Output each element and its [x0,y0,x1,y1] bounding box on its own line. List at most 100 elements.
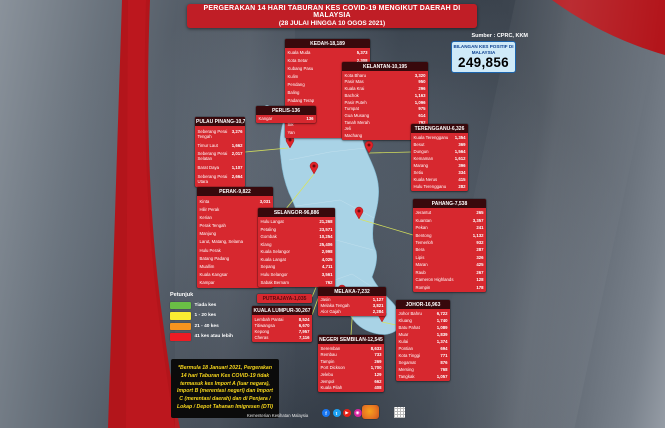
district-row: Kepong 7,957 [254,329,310,335]
district-rows: Seberang Perai Tengah 3,276 Timur Laut 1,66… [195,126,245,187]
district-row: Batu Pahat 1,089 [398,324,448,330]
state-box-header: TERENGGANU-6,326 [411,124,468,133]
district-row: Seberang Perai Utara 2,664 [197,173,243,185]
state-box-header: KEDAH-18,189 [285,39,370,48]
district-row: Muar 1,839 [398,331,448,337]
district-row: Pekan 241 [415,225,484,231]
state-box-header: PERLIS-136 [256,106,316,115]
district-rows: Jasin 1,127 Melaka Tengah 3,821 Alor Gajah 2,… [318,296,386,316]
title-bar: PERGERAKAN 14 HARI TABURAN KES COVID-19 … [187,4,477,28]
district-row: Rembau 733 [320,352,382,358]
legend-items: Tiada kes 1 - 20 kes 21 - 40 kes 41 kes ata… [170,301,255,341]
district-rows: Kangar 136 [256,115,316,123]
district-rows: Seremban 8,633 Rembau 733 Tampin 269 Port Dick… [318,344,384,392]
district-row: Alor Gajah 2,284 [320,309,384,315]
ministry-label: Kementerian Kesihatan Malaysia [247,413,309,418]
state-box-perlis: PERLIS-136 Kangar 136 [256,106,316,123]
district-row: Cameron Highlands 128 [415,277,484,283]
district-row: Hulu Selangor 3,561 [260,272,333,278]
district-row: Seremban 8,633 [320,345,382,351]
state-box-pahang: PAHANG-7,538 Jerantut 265 Kuantan 3,357 Pekan… [413,199,486,292]
social-icons: f t ▶ ◉ [322,409,362,417]
state-box-header: MELAKA-7,232 [318,287,386,296]
district-row: Seberang Perai Selatan 2,017 [197,151,243,162]
legend-item: 21 - 40 kes [170,322,255,330]
state-box-header: PAHANG-7,538 [413,199,486,208]
district-row: Timur Laut 1,662 [197,142,243,148]
state-box-selangor: SELANGOR-96,886 Hulu Langat 21,268 Petaling… [258,208,335,287]
facebook-icon: f [322,409,330,417]
district-row: Jelebu 129 [320,371,382,377]
state-box-header: SELANGOR-96,886 [258,208,335,217]
youtube-icon: ▶ [343,409,351,417]
district-row: Kuala Selangor 2,998 [260,249,333,255]
legend-label: 21 - 40 kes [194,323,219,329]
legend-item: 1 - 20 kes [170,312,255,320]
total-cases-value: 249,856 [458,55,509,71]
district-row: Kluang 1,740 [398,317,448,323]
district-row: Johor Bahru 6,722 [398,310,448,316]
district-row: Mersing 768 [398,366,448,372]
district-row: Besut 369 [413,141,466,147]
district-row: Kuala Nerus 415 [413,176,466,182]
district-row: Port Dickson 1,700 [320,365,382,371]
legend-swatch [170,333,191,341]
district-row: Kuala Pilah 408 [320,385,382,391]
legend-label: Tiada kes [194,302,217,308]
total-cases-label: BILANGAN KES POSITIF DI MALAYSIA [453,44,514,55]
state-box-johor: JOHOR-16,963 Johor Bahru 6,722 Kluang 1,740 B… [396,300,450,381]
district-row: Rompin 178 [415,284,484,290]
district-row: Hulu Terengganu 282 [413,183,466,189]
state-box-kuala-lumpur: KUALA LUMPUR-30,267 Lembah Pantai 8,524 Tit… [252,306,312,342]
state-box-terengganu: TERENGGANU-6,326 Kuala Terengganu 1,354 Bes… [411,124,468,191]
legend-swatch [170,322,191,330]
poster-subtitle: (28 JULAI HINGGA 10 OGOS 2021) [278,20,386,27]
state-box-negeri-sembilan: NEGERI SEMBILAN-12,545 Seremban 8,633 Remba… [318,335,384,392]
district-row: Kuala Langat 4,025 [260,256,333,262]
district-row: Jerantut 265 [415,210,484,216]
district-row: Temerloh 932 [415,239,484,245]
district-row: Kuantan 3,357 [415,217,484,223]
instagram-icon: ◉ [353,409,362,417]
district-row: Raub 267 [415,269,484,275]
district-rows: Jerantut 265 Kuantan 3,357 Pekan 241 Bentong 1,… [413,208,486,292]
district-row: Hulu Langat 21,268 [260,219,333,225]
district-row: Barat Daya 1,107 [197,165,243,171]
district-row: Kuala Terengganu 1,354 [413,134,466,140]
legend: Petunjuk Tiada kes 1 - 20 kes 21 - 40 kes 4… [170,292,255,344]
district-row: Melaka Tengah 3,821 [320,303,384,309]
legend-item: 41 kes atau lebih [170,333,255,341]
legend-item: Tiada kes [170,301,255,309]
district-row: Segamat 876 [398,359,448,365]
district-row: Titiwangsa 6,670 [254,322,310,328]
district-row: Kulai 1,374 [398,338,448,344]
total-cases-box: BILANGAN KES POSITIF DI MALAYSIA 249,856 [451,41,516,73]
source-label: Sumber : CPRC, KKM [471,33,528,39]
district-row: Tumpat 975 [344,106,426,112]
district-row: Seberang Perai Tengah 3,276 [197,128,243,139]
state-box-putrajaya: PUTRAJAYA-1,035 [257,294,312,303]
district-row: Maran 425 [415,262,484,268]
district-row: Tampin 269 [320,358,382,364]
district-row: Kinta 3,031 [199,198,271,204]
cprc-logo [362,405,379,419]
district-row: Kuala Muda 5,373 [287,50,368,56]
district-row: Gua Musang 614 [344,112,426,118]
district-row: Tanah Merah 792 [344,119,426,125]
district-row: Kemaman 1,612 [413,155,466,161]
district-row: Pasir Puteh 1,096 [344,99,426,105]
legend-label: 1 - 20 kes [194,313,217,319]
state-box-pulau-pinang: PULAU PINANG-10,726Seberang Perai Tengah… [195,117,245,187]
district-row: Cheras 7,116 [254,335,310,341]
district-row: Kota Setar 2,308 [287,58,368,64]
district-row: Bentong 1,132 [415,232,484,238]
district-row: Marang 396 [413,162,466,168]
district-row: Tangkak 1,057 [398,373,448,379]
state-box-header: KUALA LUMPUR-30,267 [252,306,312,315]
district-rows: Kuala Terengganu 1,354 Besut 369 Dungun 1,564… [411,133,468,191]
legend-label: 41 kes atau lebih [194,334,233,340]
district-row: Lembah Pantai 8,524 [254,316,310,322]
state-box-header: NEGERI SEMBILAN-12,545 [318,335,384,344]
poster-title: PERGERAKAN 14 HARI TABURAN KES COVID-19 … [203,5,461,19]
